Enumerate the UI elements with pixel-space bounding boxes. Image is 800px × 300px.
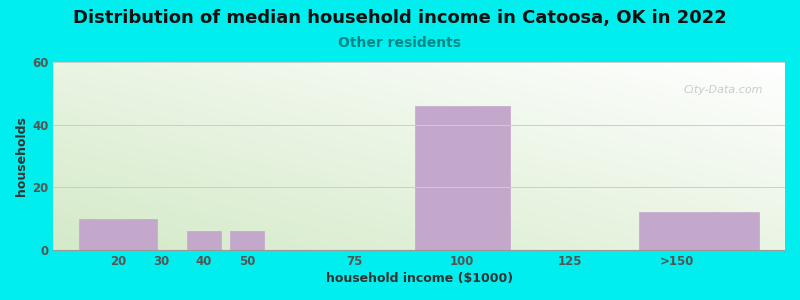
Text: Other residents: Other residents (338, 36, 462, 50)
X-axis label: household income ($1000): household income ($1000) (326, 272, 513, 285)
Text: City-Data.com: City-Data.com (683, 85, 763, 94)
Bar (79, 219, 157, 250)
Y-axis label: households: households (15, 116, 28, 196)
Text: Distribution of median household income in Catoosa, OK in 2022: Distribution of median household income … (73, 9, 727, 27)
Bar (638, 212, 759, 250)
Bar (230, 231, 264, 250)
Bar (415, 106, 510, 250)
Bar (187, 231, 222, 250)
